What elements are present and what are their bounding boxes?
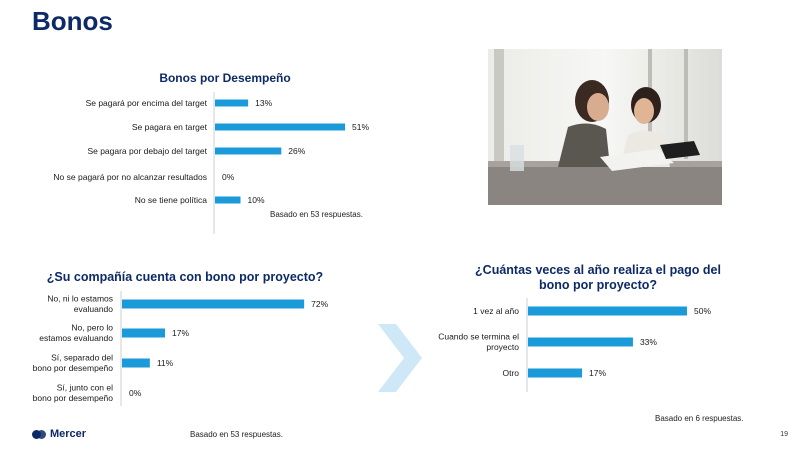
chart-2-category-label: Sí, junto con el bono por desempeño — [33, 383, 114, 404]
chart-3-category-label: 1 vez al año — [473, 306, 519, 316]
page-title: Bonos — [32, 6, 113, 36]
chart-2-category-label: No, pero lo estamos evaluando — [39, 323, 113, 344]
chart-2-value-label: 17% — [172, 328, 189, 338]
chart-3-category-label: Otro — [502, 368, 519, 378]
chart-1-category-label: No se tiene política — [135, 195, 208, 205]
chart-1-value-label: 26% — [288, 146, 305, 156]
chart-1-value-label: 13% — [255, 98, 272, 108]
chart-3-category-label: Cuando se termina el proyecto — [438, 332, 519, 353]
chart-1-category-label: Se pagara en target — [132, 122, 208, 132]
chart-3-note: Basado en 6 respuestas. — [655, 414, 744, 423]
chart-3-bar — [528, 337, 633, 347]
chart-1-title: Bonos por Desempeño — [159, 71, 291, 85]
chart-2-category-label: No, ni lo estamos evaluando — [47, 294, 113, 315]
chart-2-bar — [122, 299, 305, 309]
page-number: 19 — [780, 431, 788, 438]
chart-1-bar — [215, 123, 346, 131]
chart-1-value-label: 0% — [222, 172, 235, 182]
chart-1-value-label: 10% — [248, 195, 265, 205]
chart-2-bar — [122, 328, 166, 338]
chart-2-value-label: 11% — [157, 358, 174, 368]
chart-2-title: ¿Su compañía cuenta con bono por proyect… — [46, 270, 324, 284]
chevron-right-icon — [378, 324, 422, 397]
chart-1-bar — [215, 196, 241, 204]
chart-1-bar — [215, 99, 249, 107]
mercer-logo-mark-icon — [32, 429, 46, 439]
mercer-logo-text: Mercer — [50, 428, 87, 440]
chart-2-note: Basado en 53 respuestas. — [190, 430, 283, 439]
chart-2-bar — [122, 358, 150, 368]
chart-3-bar — [528, 368, 583, 378]
chart-3-value-label: 50% — [694, 306, 711, 316]
chart-1-category-label: Se pagara por debajo del target — [87, 146, 207, 156]
chart-3-title: ¿Cuántas veces al año realiza el pago de… — [475, 263, 721, 292]
chart-2-category-label: Sí, separado del bono por desempeño — [33, 353, 114, 374]
chart-3-value-label: 33% — [640, 337, 657, 347]
office-photo — [488, 49, 722, 205]
chart-3-bar — [528, 306, 687, 316]
chart-1-note: Basado en 53 respuestas. — [270, 210, 363, 219]
chart-1-category-label: Se pagará por encima del target — [86, 98, 208, 108]
mercer-logo: Mercer — [32, 428, 86, 440]
chart-1-value-label: 51% — [352, 122, 369, 132]
chart-1-category-label: No se pagará por no alcanzar resultados — [53, 172, 207, 182]
chart-3-value-label: 17% — [589, 368, 606, 378]
chart-2-value-label: 0% — [129, 388, 142, 398]
chart-1-bar — [215, 147, 282, 155]
chart-2-value-label: 72% — [311, 299, 328, 309]
